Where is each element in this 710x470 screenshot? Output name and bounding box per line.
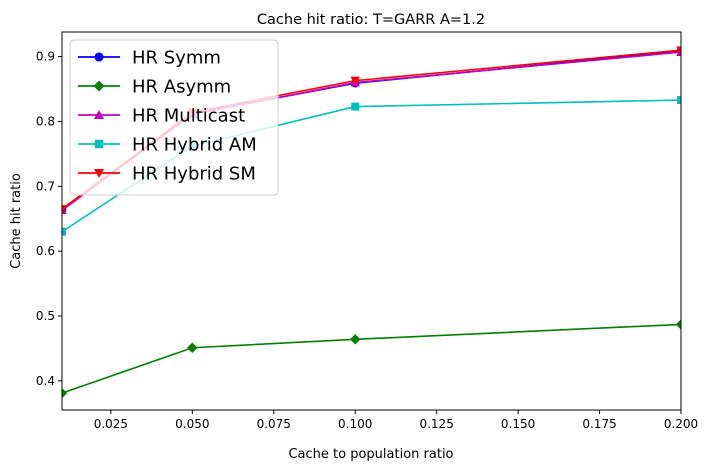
legend-entry: HR Symm [78,48,221,69]
data-point [675,319,681,330]
y-tick-label: 0.8 [36,114,55,128]
data-point [350,76,361,86]
y-tick-label: 0.5 [36,309,55,323]
legend-marker [94,139,104,149]
data-point [62,387,68,399]
legend-box [69,39,279,196]
legend-marker [93,168,105,179]
legend-marker [93,80,105,92]
x-tick-label: 0.025 [94,417,128,431]
x-tick-label: 0.175 [582,417,616,431]
x-tick-label: 0.150 [501,417,535,431]
legend-entry: HR Asymm [78,77,231,98]
data-point [350,334,361,345]
data-point [676,46,681,55]
data-point [62,227,66,236]
x-tick-label: 0.050 [175,417,209,431]
chart-title: Cache hit ratio: T=GARR A=1.2 [257,12,485,28]
legend-entry: HR Hybrid SM [78,164,256,185]
legend-entry: HR Hybrid AM [78,135,257,156]
data-point [676,47,681,56]
data-point [62,205,67,214]
x-tick-label: 0.075 [257,417,291,431]
legend-label: HR Asymm [132,77,231,98]
y-tick-label: 0.7 [36,179,55,193]
legend-label: HR Multicast [132,106,245,127]
series-hr-asymm [62,319,681,399]
legend-marker [94,52,104,62]
legend-label: HR Hybrid SM [132,164,256,185]
data-point [677,96,681,105]
series-line [62,323,681,394]
x-tick-label: 0.125 [419,417,453,431]
x-axis-label: Cache to population ratio [288,447,453,462]
y-tick-label: 0.9 [36,50,55,64]
data-point [351,102,360,111]
y-tick-label: 0.6 [36,244,55,258]
legend-label: HR Hybrid AM [132,135,257,156]
legend-marker [93,109,105,120]
x-tick-label: 0.100 [338,417,372,431]
plot-frame [61,31,682,411]
legend-entry: HR Multicast [78,106,245,127]
y-tick-label: 0.4 [36,374,55,388]
x-tick-label: 0.200 [664,417,698,431]
y-axis-label: Cache hit ratio [9,173,24,269]
data-point [187,342,198,353]
legend-label: HR Symm [132,48,221,69]
